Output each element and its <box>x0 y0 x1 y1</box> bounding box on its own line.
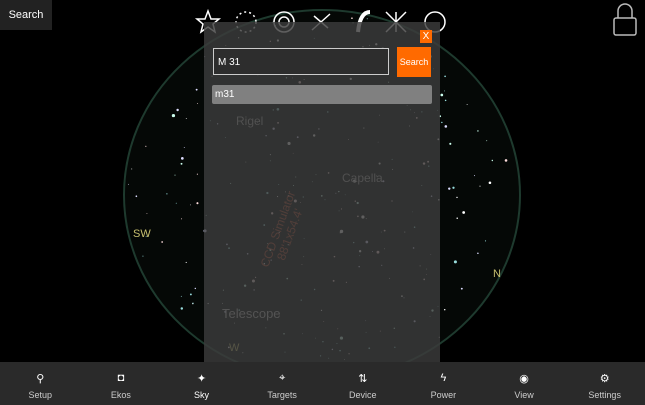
star <box>180 156 184 160</box>
nav-label: Settings <box>588 390 621 400</box>
star <box>194 287 196 290</box>
star <box>456 217 458 219</box>
star <box>444 75 446 78</box>
star <box>195 88 198 91</box>
star <box>181 218 183 220</box>
nav-item[interactable]: ⇅ Device <box>323 362 404 405</box>
star <box>146 213 148 215</box>
star <box>504 159 508 162</box>
star <box>180 307 184 310</box>
nav-label: Device <box>349 390 377 400</box>
nav-item[interactable]: ⚙ Settings <box>564 362 645 405</box>
star <box>444 90 445 92</box>
star <box>189 204 191 206</box>
compass-label: N <box>493 268 501 280</box>
bottom-nav: ⚲ Setup ◘ Ekos ✦ Sky ⌖ Targets ⇅ Device ϟ Powe… <box>0 362 645 405</box>
star <box>456 196 458 199</box>
star <box>131 168 133 170</box>
star <box>440 93 444 97</box>
star <box>491 159 494 162</box>
star <box>135 195 138 198</box>
search-button[interactable]: Search <box>0 0 52 30</box>
star <box>488 181 492 185</box>
nav-label: Setup <box>28 390 53 400</box>
star <box>444 125 448 128</box>
star <box>171 113 176 118</box>
star <box>449 142 452 145</box>
star <box>486 140 488 142</box>
compass-label: SW <box>133 228 151 240</box>
star <box>460 287 463 290</box>
star <box>180 295 182 297</box>
nav-label: Targets <box>267 390 297 400</box>
nav-label: Power <box>430 390 457 400</box>
star <box>448 187 451 190</box>
star <box>444 99 447 102</box>
star <box>145 145 147 147</box>
star <box>183 146 185 148</box>
star <box>473 175 475 177</box>
star <box>142 255 144 257</box>
star <box>180 162 183 165</box>
star <box>196 202 199 205</box>
star <box>185 118 187 119</box>
star <box>477 252 479 254</box>
nav-label: View <box>514 390 534 400</box>
star <box>192 302 194 304</box>
star <box>479 185 481 187</box>
star <box>366 18 368 20</box>
search-input[interactable]: M 31 <box>213 48 389 75</box>
nav-label: Ekos <box>110 390 131 400</box>
star <box>175 202 177 204</box>
nav-item[interactable]: ϟ Power <box>403 362 484 405</box>
nav-item[interactable]: ◘ Ekos <box>81 362 162 405</box>
lock[interactable] <box>613 17 637 36</box>
star <box>452 186 455 189</box>
star <box>484 240 487 242</box>
star <box>161 241 163 243</box>
star <box>197 102 199 104</box>
star <box>441 121 443 124</box>
star <box>196 173 198 175</box>
nav-item[interactable]: ⌖ Targets <box>242 362 323 405</box>
nav-item[interactable]: ✦ Sky <box>161 362 242 405</box>
search-dialog: X M 31 Search m31 <box>204 22 440 362</box>
star <box>477 130 479 132</box>
star <box>128 183 129 185</box>
star <box>166 193 168 195</box>
nav-item[interactable]: ⚲ Setup <box>0 362 81 405</box>
star <box>453 260 457 264</box>
close-button[interactable]: X <box>420 30 432 43</box>
search-submit[interactable]: Search <box>397 47 431 77</box>
star <box>351 17 353 19</box>
star <box>462 211 466 214</box>
star <box>443 308 446 311</box>
star <box>174 174 176 176</box>
nav-label: Sky <box>194 390 210 400</box>
star <box>189 293 192 296</box>
star <box>176 108 179 112</box>
star <box>145 236 147 238</box>
search-result[interactable]: m31 <box>212 85 432 104</box>
star <box>185 261 187 264</box>
star <box>466 104 468 106</box>
nav-item[interactable]: ◉ View <box>484 362 565 405</box>
